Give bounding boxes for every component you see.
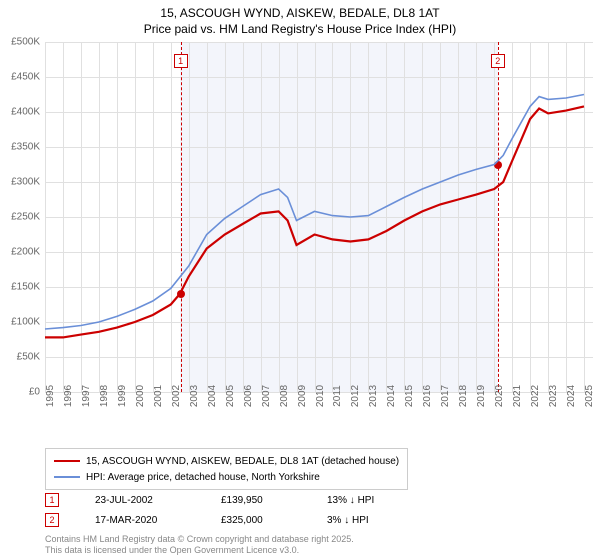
y-tick-label: £300K: [11, 177, 40, 188]
series-line: [45, 106, 584, 337]
chart-plot-area: 12 £0£50K£100K£150K£200K£250K£300K£350K£…: [45, 42, 593, 392]
data-point-price: £139,950: [221, 495, 291, 506]
legend: 15, ASCOUGH WYND, AISKEW, BEDALE, DL8 1A…: [45, 448, 408, 490]
x-axis: 1995199619971998199920002001200220032004…: [45, 392, 593, 440]
y-tick-label: £450K: [11, 72, 40, 83]
y-tick-label: £350K: [11, 142, 40, 153]
data-point-row: 2 17-MAR-2020 £325,000 3% ↓ HPI: [45, 510, 593, 530]
attribution-line1: Contains HM Land Registry data © Crown c…: [45, 534, 354, 545]
data-points-table: 1 23-JUL-2002 £139,950 13% ↓ HPI 2 17-MAR-202…: [45, 490, 593, 530]
legend-swatch: [54, 460, 80, 462]
data-point-marker: 2: [45, 513, 59, 527]
legend-row: HPI: Average price, detached house, Nort…: [54, 469, 399, 485]
attribution-line2: This data is licensed under the Open Gov…: [45, 545, 354, 556]
legend-row: 15, ASCOUGH WYND, AISKEW, BEDALE, DL8 1A…: [54, 453, 399, 469]
data-point-pct: 3% ↓ HPI: [327, 515, 369, 526]
y-tick-label: £150K: [11, 282, 40, 293]
legend-label: HPI: Average price, detached house, Nort…: [86, 472, 320, 483]
y-tick-label: £0: [29, 387, 40, 398]
y-tick-label: £100K: [11, 317, 40, 328]
y-tick-label: £400K: [11, 107, 40, 118]
data-point-marker: 1: [45, 493, 59, 507]
chart-lines: [45, 42, 593, 392]
attribution: Contains HM Land Registry data © Crown c…: [45, 534, 354, 556]
y-tick-label: £500K: [11, 37, 40, 48]
y-axis: £0£50K£100K£150K£200K£250K£300K£350K£400…: [0, 42, 42, 392]
title-line1: 15, ASCOUGH WYND, AISKEW, BEDALE, DL8 1A…: [0, 6, 600, 22]
y-tick-label: £50K: [17, 352, 40, 363]
legend-swatch: [54, 476, 80, 478]
data-point-date: 23-JUL-2002: [95, 495, 185, 506]
series-line: [45, 95, 584, 330]
title-line2: Price paid vs. HM Land Registry's House …: [0, 22, 600, 38]
chart-title: 15, ASCOUGH WYND, AISKEW, BEDALE, DL8 1A…: [0, 0, 600, 37]
y-tick-label: £250K: [11, 212, 40, 223]
data-point-pct: 13% ↓ HPI: [327, 495, 374, 506]
y-tick-label: £200K: [11, 247, 40, 258]
data-point-row: 1 23-JUL-2002 £139,950 13% ↓ HPI: [45, 490, 593, 510]
legend-label: 15, ASCOUGH WYND, AISKEW, BEDALE, DL8 1A…: [86, 456, 399, 467]
data-point-price: £325,000: [221, 515, 291, 526]
data-point-date: 17-MAR-2020: [95, 515, 185, 526]
